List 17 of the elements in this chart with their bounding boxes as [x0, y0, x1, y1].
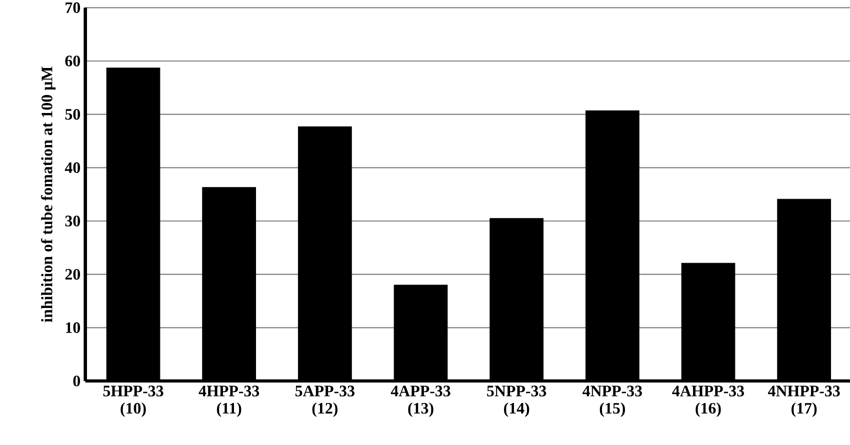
y-tick-label: 40 [64, 162, 80, 174]
y-tick-label: 10 [66, 322, 80, 334]
x-tick-label: 4AHPP-33 (16) [672, 386, 744, 417]
y-axis-title: inhibition of tube fomation at 100 µM [40, 66, 56, 322]
x-tick-label: 4NPP-33 (15) [582, 386, 642, 417]
y-tick-label: 30 [65, 216, 80, 226]
x-tick-label: 4APP-33 (13) [390, 386, 450, 417]
x-tick-label: 5APP-33 (12) [295, 386, 354, 417]
y-tick-label: 50 [65, 108, 80, 120]
y-tick-label: 0 [73, 376, 80, 386]
x-tick-label: 4HPP-33 (11) [198, 386, 260, 417]
y-tick-label: 70 [66, 2, 80, 14]
y-tick-label: 60 [65, 56, 80, 66]
x-tick-label: 5HPP-33 (10) [103, 386, 164, 417]
x-tick-label: 5NPP-33 (14) [487, 386, 546, 417]
y-tick-label: 20 [65, 268, 80, 280]
x-tick-label: 4NHPP-33 (17) [768, 386, 840, 417]
